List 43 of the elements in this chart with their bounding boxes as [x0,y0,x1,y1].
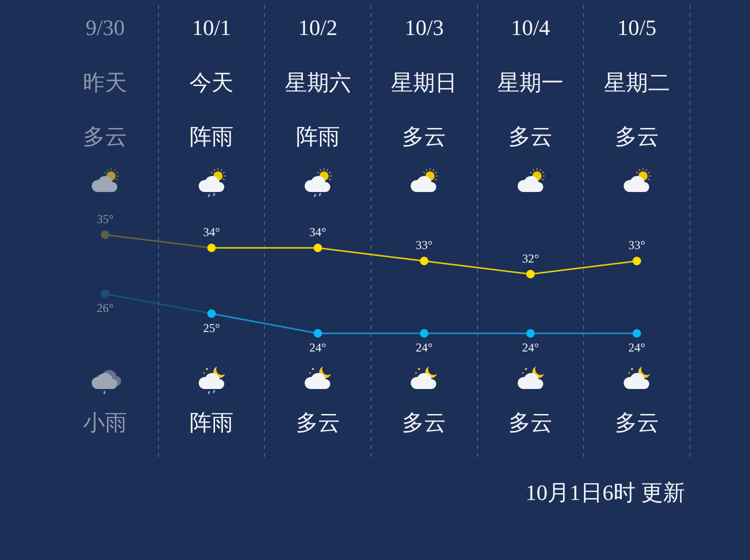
data-label: 33° [628,238,646,252]
annotation: 星期一 [498,70,564,95]
x-tick-label: 10/2 [298,14,338,40]
data-label: 33° [416,238,433,252]
annotation: 星期二 [604,70,670,95]
data-label: 34° [309,225,326,240]
annotation: 星期日 [391,70,458,95]
data-label: 24° [416,340,433,355]
annotation: 星期六 [284,70,351,95]
annotation: 多云 [83,124,128,149]
data-label: 34° [203,225,220,240]
data-label: 25° [203,320,220,335]
data-label: 24° [628,340,646,355]
annotation: 阵雨 [296,124,340,149]
data-label: 26° [96,300,114,315]
annotation: 多云 [614,124,659,149]
x-tick-label: 10/1 [192,14,232,40]
annotation: 多云 [402,124,446,149]
annotation: 多云 [402,410,446,435]
x-tick-label: 10/5 [617,14,656,40]
x-tick-label: 10/3 [404,14,444,40]
annotation: 多云 [508,124,552,149]
annotation: 阵雨 [190,410,234,435]
point [100,230,110,240]
annotation: 多云 [614,410,659,435]
point [632,256,642,266]
annotation: 昨天 [83,70,128,95]
data-label: 24° [309,340,326,355]
x-tick-label: 9/30 [86,14,125,40]
annotation: 多云 [296,410,340,435]
data-label: 24° [522,340,540,355]
annotation: 今天 [190,70,234,95]
data-label: 35° [96,212,114,226]
text: 10月1日6时 更新 [526,480,685,505]
annotation: 多云 [508,410,552,435]
x-tick-label: 10/4 [510,14,550,40]
annotation: 小雨 [83,410,128,435]
data-label: 32° [522,251,540,266]
point [207,244,216,252]
point [526,270,535,278]
annotation: 阵雨 [190,124,234,149]
point [314,244,322,252]
point [420,256,428,266]
